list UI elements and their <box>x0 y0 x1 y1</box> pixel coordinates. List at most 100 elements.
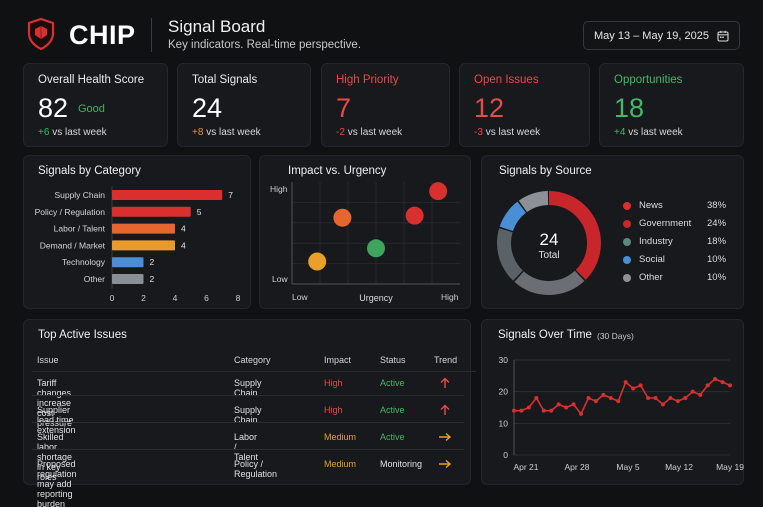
scatter-point-4 <box>429 182 448 201</box>
y-tick-label: 20 <box>499 387 509 397</box>
kpi-delta-suffix: vs last week <box>206 127 261 138</box>
line-point <box>720 380 725 385</box>
line-point <box>675 399 680 404</box>
issue-category: Supply Chain <box>234 405 262 425</box>
kpi-value: 12 <box>474 93 505 123</box>
bar-3 <box>112 240 175 251</box>
issue-category: Supply Chain <box>234 378 262 398</box>
legend-dot <box>623 238 631 246</box>
line-point <box>690 389 695 394</box>
donut-center-value: 24 <box>540 230 559 249</box>
kpi-card-total-signals[interactable]: Total Signals 24 +8 vs last week <box>177 63 311 147</box>
line-point <box>608 396 613 400</box>
issue-category: Labor / Talent <box>234 432 259 462</box>
kpi-delta: -3 vs last week <box>474 127 540 138</box>
row-divider <box>32 422 464 423</box>
bar-1 <box>112 206 191 217</box>
bar-category-label: Demand / Market <box>40 240 106 250</box>
kpi-delta-value: +8 <box>192 127 204 138</box>
legend-percent: 18% <box>707 236 727 247</box>
legend-percent: 10% <box>707 272 727 283</box>
chart-title: Impact vs. Urgency <box>288 165 387 177</box>
kpi-delta-suffix: vs last week <box>628 127 683 138</box>
status-badge: Active <box>380 432 405 442</box>
bar-0 <box>112 190 223 200</box>
legend-label: News <box>639 200 663 211</box>
row-divider <box>32 395 464 396</box>
impact-badge: Medium <box>324 432 357 442</box>
page-title: Signal Board <box>168 17 266 36</box>
bar-x-tick: 4 <box>173 293 178 303</box>
top-active-issues-card: Top Active Issues Issue Category Impact … <box>23 319 476 507</box>
kpi-delta-value: -3 <box>474 127 483 138</box>
bar-x-tick: 0 <box>110 293 115 303</box>
kpi-delta-value: +6 <box>38 127 50 138</box>
line-point <box>616 399 621 404</box>
arrow-up-icon <box>440 377 450 388</box>
chart-title: Signals by Source <box>499 165 592 177</box>
bar-x-tick: 8 <box>236 293 241 303</box>
kpi-delta: +8 vs last week <box>192 127 261 138</box>
kpi-value: 18 <box>614 93 645 123</box>
kpi-card-health[interactable]: Overall Health Score 82 Good +6 vs last … <box>23 63 168 147</box>
issue-category: Policy / Regulation <box>234 459 278 479</box>
kpi-card-high-priority[interactable]: High Priority 7 -2 vs last week <box>321 63 450 147</box>
signals-over-time-card: Signals Over Time (30 Days) 0 10 20 30 Apr 2… <box>481 319 744 485</box>
x-high-label: High <box>441 292 459 302</box>
kpi-delta-value: +4 <box>614 127 626 138</box>
table-divider <box>32 371 476 372</box>
line-point <box>571 402 576 407</box>
kpi-delta-suffix: vs last week <box>485 127 541 138</box>
legend-dot <box>623 220 631 228</box>
column-header-impact[interactable]: Impact <box>324 355 352 365</box>
impact-badge: High <box>324 405 343 415</box>
line-point <box>705 383 710 388</box>
column-header-status[interactable]: Status <box>380 355 406 365</box>
column-header-category[interactable]: Category <box>234 355 271 365</box>
column-header-issue[interactable]: Issue <box>37 355 59 365</box>
legend-label: Other <box>639 272 663 283</box>
kpi-label: Total Signals <box>192 74 258 86</box>
line-point <box>549 408 554 413</box>
line-point <box>646 396 651 400</box>
kpi-card-opportunities[interactable]: Opportunities 18 +4 vs last week <box>599 63 744 147</box>
x-low-label: Low <box>292 292 308 302</box>
issue-title: Supplier lead time extension <box>37 405 76 435</box>
y-tick-label: 30 <box>499 355 509 365</box>
signals-line-chart: 0 10 20 30 Apr 21 Apr 28 May 5 May 12 May 19 <box>499 355 745 472</box>
x-tick-label: May 12 <box>665 462 693 472</box>
x-tick-label: Apr 21 <box>513 462 538 472</box>
brand-name: CHIP <box>69 20 136 50</box>
page-subtitle: Key indicators. Real-time perspective. <box>168 39 362 51</box>
header-divider <box>151 18 152 52</box>
kpi-delta: +4 vs last week <box>614 127 683 138</box>
donut-slice-1 <box>497 191 601 295</box>
legend-label: Social <box>639 254 665 265</box>
bar-value-label: 4 <box>181 224 186 234</box>
kpi-value: 24 <box>192 93 223 123</box>
arrow-up-icon <box>440 404 450 415</box>
bar-category-label: Labor / Talent <box>54 224 106 234</box>
kpi-card-open-issues[interactable]: Open Issues 12 -3 vs last week <box>459 63 590 147</box>
signals-by-source-card: Signals by Source 24 Total News 38% Governm… <box>481 155 744 309</box>
date-range-label: May 13 – May 19, 2025 <box>594 30 709 42</box>
impact-urgency-scatter: High Low Low High Urgency <box>270 182 460 303</box>
status-badge: Active <box>380 405 405 415</box>
status-badge: Monitoring <box>380 459 423 469</box>
line-point <box>660 402 665 407</box>
line-point <box>601 392 606 397</box>
donut-slice-2 <box>497 191 601 295</box>
column-header-trend[interactable]: Trend <box>434 355 458 365</box>
arrow-right-icon <box>439 459 452 469</box>
scatter-point-3 <box>405 206 424 225</box>
date-range-picker[interactable]: May 13 – May 19, 2025 <box>583 21 740 50</box>
line-point <box>653 396 658 400</box>
y-tick-label: 10 <box>499 418 509 428</box>
legend-percent: 38% <box>707 200 727 211</box>
bar-5 <box>112 274 144 284</box>
scatter-point-2 <box>367 239 385 258</box>
legend-percent: 24% <box>707 218 727 229</box>
legend-label: Government <box>639 218 692 229</box>
line-point <box>631 386 636 391</box>
